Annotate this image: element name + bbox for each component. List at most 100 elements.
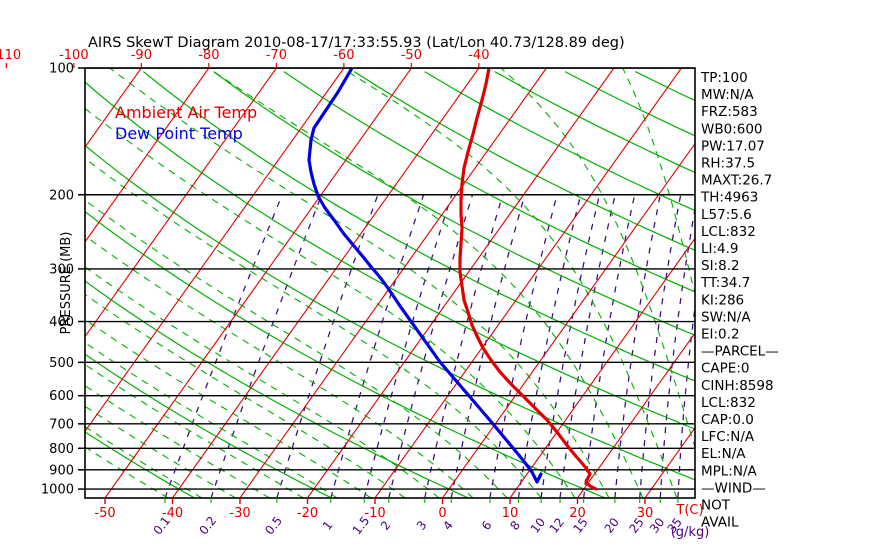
- isotherm-line: [239, 68, 547, 498]
- index-item: PW:17.07: [701, 138, 765, 154]
- pressure-tick-label: 400: [49, 315, 74, 330]
- mixing-ratio-line: [677, 302, 695, 498]
- legend-ambient-air-temp: Ambient Air Temp: [115, 103, 257, 122]
- temperature-tick-label: 20: [569, 506, 586, 521]
- temperature-tick-label: 0: [438, 506, 446, 521]
- index-item: LCL:832: [701, 224, 756, 240]
- mixing-ratio-line: [424, 194, 504, 498]
- index-item: AVAIL: [701, 515, 739, 531]
- pressure-tick-label: 100: [49, 62, 74, 77]
- isotherm-line: [577, 332, 695, 498]
- pressure-tick-label: 700: [49, 417, 74, 432]
- moist-adiabat-line: [109, 68, 610, 498]
- moist-adiabat-line: [85, 293, 406, 498]
- ambient-temp-curve: [458, 68, 598, 491]
- index-item: NOT: [701, 498, 731, 514]
- index-item: TT:34.7: [700, 275, 750, 291]
- isotherm-line: [85, 68, 210, 243]
- moist-adiabat-line: [85, 363, 304, 498]
- index-item: —PARCEL—: [701, 344, 779, 360]
- mixing-ratio-line: [659, 205, 695, 498]
- mixing-ratio-line: [559, 194, 616, 498]
- moist-adiabat-line: [85, 199, 508, 498]
- temperature-axis: -50 -40 -30 -20 -10 0 10 20 30: [94, 498, 653, 521]
- pressure-axis: 100 200 300 400 500 600 700 800 900 1000: [41, 62, 85, 498]
- moist-adiabat-line: [85, 266, 440, 498]
- mixing-ratio-line: [489, 194, 558, 498]
- dry-adiabat-line: [85, 81, 695, 430]
- top-temperature-tick-label: -90: [131, 48, 152, 63]
- mixing-ratio-line: [517, 194, 582, 498]
- isotherm-line: [172, 68, 480, 498]
- pressure-tick-label: 200: [49, 188, 74, 203]
- index-item: KI:286: [701, 292, 744, 308]
- plot-area: [85, 68, 695, 498]
- dry-adiabat-line: [85, 280, 469, 498]
- pressure-axis-label: PRESSURE (MB): [59, 232, 74, 335]
- temperature-tick-label: -30: [229, 506, 250, 521]
- mixing-ratio-line: [330, 194, 425, 498]
- index-item: CINH:8598: [701, 378, 774, 394]
- ambient-temp-line: [458, 68, 598, 491]
- moist-adiabat-line: [622, 68, 695, 297]
- index-item: MW:N/A: [701, 87, 754, 103]
- index-item: LCL:832: [701, 395, 756, 411]
- index-item: WB0:600: [701, 121, 763, 137]
- index-item: CAPE:0: [701, 361, 749, 377]
- chart-title: AIRS SkewT Diagram 2010-08-17/17:33:55.9…: [88, 35, 625, 51]
- isotherm-line: [374, 68, 682, 498]
- temperature-tick-label: 30: [637, 506, 654, 521]
- temperature-tick-label: -40: [162, 506, 183, 521]
- temperature-axis-label: T(C): [675, 503, 703, 518]
- pressure-tick-label: 1000: [41, 483, 74, 498]
- moist-adiabat-line: [85, 157, 542, 498]
- top-temperature-axis: -120-110-100-90-80-70-60-50-40: [0, 48, 489, 68]
- top-temperature-tick-label: -80: [198, 48, 219, 63]
- mixing-ratio-line: [276, 194, 379, 498]
- isobar-lines: [85, 68, 695, 490]
- dry-adiabat-lines: [85, 71, 695, 498]
- index-item: L57:5.6: [701, 207, 752, 223]
- index-item: TP:100: [700, 70, 748, 86]
- moist-adiabat-line: [85, 107, 576, 498]
- index-item: SI:8.2: [701, 258, 740, 274]
- index-item: MAXT:26.7: [701, 173, 772, 189]
- index-item: RH:37.5: [701, 156, 755, 172]
- isotherm-line: [85, 68, 142, 149]
- top-temperature-tick-label: -50: [401, 48, 422, 63]
- mixing-ratio-line: [388, 194, 474, 498]
- dry-adiabat-line: [213, 71, 695, 336]
- pressure-tick-label: 500: [49, 356, 74, 371]
- isotherm-line: [85, 68, 277, 338]
- isotherm-line: [104, 68, 412, 498]
- dew-point-curve: [307, 68, 543, 484]
- moist-adiabat-line: [85, 446, 169, 498]
- mixing-ratio-line: [540, 194, 601, 498]
- top-temperature-tick-label: -100: [59, 48, 89, 63]
- dry-adiabat-line: [283, 71, 695, 293]
- temperature-tick-label: -20: [297, 506, 318, 521]
- index-item: —WIND—: [701, 480, 766, 496]
- index-item: FRZ:583: [701, 104, 758, 120]
- dry-adiabat-line: [85, 353, 332, 498]
- index-item: SW:N/A: [701, 309, 751, 325]
- dry-adiabat-line: [353, 71, 695, 251]
- moist-adiabat-line: [85, 426, 203, 498]
- index-item: CAP:0.0: [701, 412, 754, 428]
- index-item: TH:4963: [700, 190, 758, 206]
- index-item: EI:0.2: [701, 327, 740, 343]
- index-item: MPL:N/A: [701, 463, 758, 479]
- pressure-tick-label: 900: [49, 463, 74, 478]
- moist-adiabat-line: [85, 342, 338, 498]
- isotherm-line: [85, 68, 345, 433]
- mixing-ratio-axis-label: (g/kg): [671, 525, 710, 540]
- pressure-tick-label: 600: [49, 389, 74, 404]
- moist-adiabat-line: [85, 318, 372, 498]
- top-temperature-tick-label: -40: [468, 48, 489, 63]
- dry-adiabat-line: [85, 210, 606, 498]
- index-item: LFC:N/A: [701, 429, 755, 445]
- moist-adiabat-lines: [85, 68, 695, 498]
